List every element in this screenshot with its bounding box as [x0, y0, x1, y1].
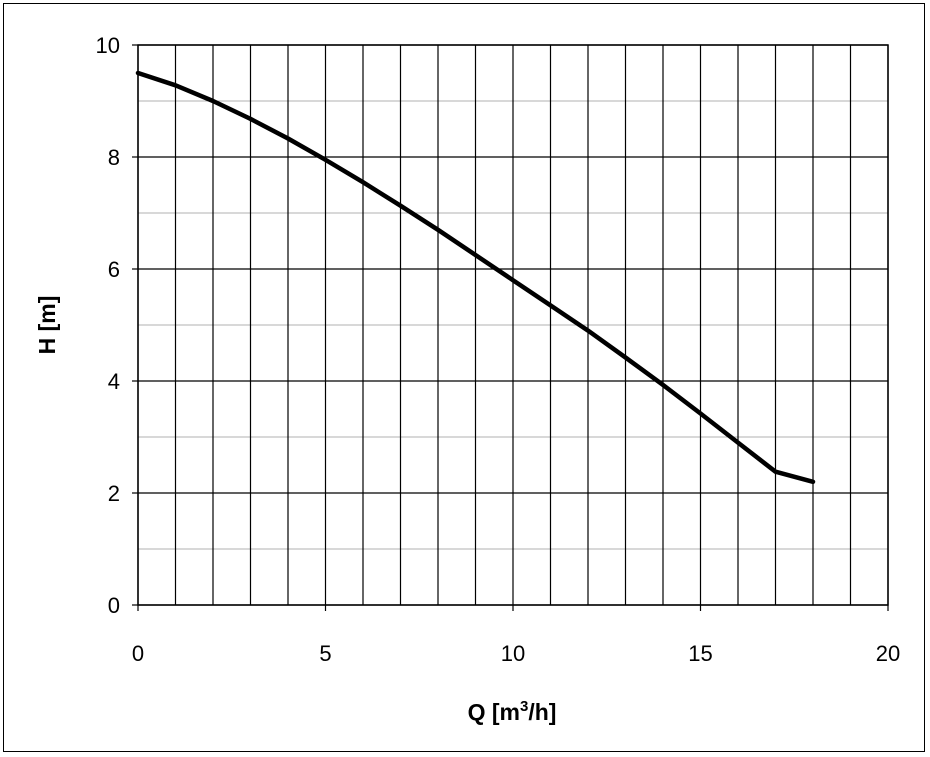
- x-tick-label: 15: [688, 641, 712, 666]
- x-tick-label: 20: [876, 641, 900, 666]
- x-tick-label: 0: [132, 641, 144, 666]
- y-tick-label: 2: [108, 481, 120, 506]
- y-tick-label: 6: [108, 257, 120, 282]
- major-grid: [137, 44, 889, 606]
- y-tick-labels: 0 2 4 6 8 10: [96, 33, 138, 618]
- y-tick-label: 4: [108, 369, 120, 394]
- y-tick-label: 10: [96, 33, 120, 58]
- chart-frame: [3, 3, 925, 752]
- y-tick-label: 8: [108, 145, 120, 170]
- x-axis-label: Q [m3/h]: [468, 698, 557, 725]
- x-tick-labels: 0 5 10 15 20: [132, 605, 900, 666]
- y-axis-label: H [m]: [34, 296, 60, 355]
- x-tick-label: 5: [319, 641, 331, 666]
- series-line: [135, 70, 816, 485]
- x-tick-label: 10: [501, 641, 525, 666]
- series-layer: [135, 70, 816, 485]
- y-tick-label: 0: [108, 593, 120, 618]
